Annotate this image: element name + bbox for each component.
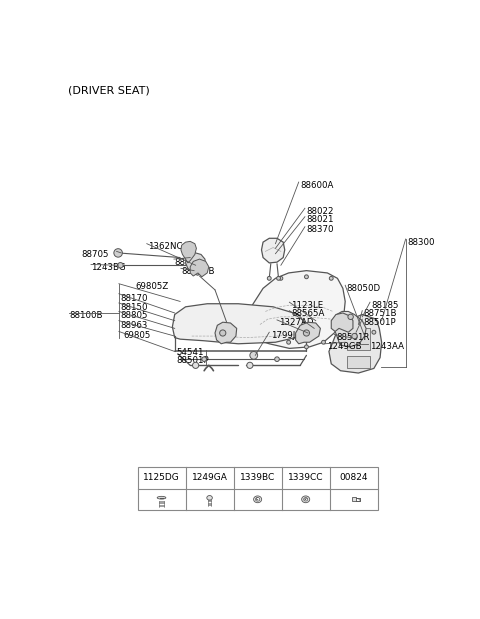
Polygon shape	[215, 322, 237, 344]
Text: 1339BC: 1339BC	[240, 474, 275, 482]
Bar	[137, 467, 378, 510]
Bar	[347, 329, 370, 350]
Text: 1123LE: 1123LE	[291, 301, 323, 310]
Polygon shape	[250, 271, 345, 348]
Bar	[352, 497, 356, 501]
Polygon shape	[181, 241, 196, 263]
Polygon shape	[331, 313, 353, 332]
Circle shape	[304, 275, 308, 279]
Text: 1327AD: 1327AD	[278, 318, 313, 327]
Circle shape	[118, 262, 123, 268]
Circle shape	[250, 352, 258, 359]
Circle shape	[275, 357, 279, 361]
Circle shape	[192, 362, 199, 368]
Text: 1799JC: 1799JC	[271, 331, 301, 340]
Text: 88300: 88300	[407, 238, 435, 246]
Circle shape	[267, 277, 271, 280]
Circle shape	[329, 277, 333, 280]
Text: 88150: 88150	[120, 303, 148, 312]
Ellipse shape	[304, 498, 308, 501]
Text: 88805: 88805	[120, 311, 148, 321]
Ellipse shape	[255, 498, 260, 501]
Text: 1243AA: 1243AA	[370, 342, 404, 351]
Text: 88185: 88185	[372, 301, 399, 310]
Ellipse shape	[207, 496, 212, 500]
Ellipse shape	[301, 496, 310, 503]
Text: 88513J: 88513J	[175, 258, 204, 267]
Text: 88705: 88705	[82, 250, 109, 259]
Text: 1243BG: 1243BG	[91, 263, 126, 272]
Text: 69805Z: 69805Z	[135, 282, 168, 291]
Ellipse shape	[157, 496, 166, 499]
Text: 54541: 54541	[176, 348, 204, 357]
Circle shape	[304, 345, 308, 348]
Polygon shape	[186, 253, 206, 275]
Circle shape	[220, 330, 226, 336]
Ellipse shape	[253, 496, 262, 503]
Circle shape	[322, 340, 325, 344]
Circle shape	[303, 330, 310, 336]
Circle shape	[287, 340, 290, 344]
Text: 88501P: 88501P	[176, 356, 209, 365]
Circle shape	[354, 317, 358, 321]
Text: 88050D: 88050D	[347, 284, 381, 293]
Text: 88751B: 88751B	[364, 309, 397, 318]
Text: 88170: 88170	[120, 294, 148, 303]
Circle shape	[279, 277, 283, 280]
Text: 1125DG: 1125DG	[143, 474, 180, 482]
Circle shape	[359, 498, 360, 500]
Circle shape	[352, 334, 357, 339]
Circle shape	[372, 331, 376, 334]
Text: 00824: 00824	[339, 474, 368, 482]
Text: 88370: 88370	[306, 225, 334, 234]
Polygon shape	[329, 314, 382, 373]
Circle shape	[276, 277, 280, 280]
Circle shape	[202, 357, 206, 361]
Polygon shape	[190, 259, 209, 277]
Text: 88600A: 88600A	[300, 181, 334, 189]
Circle shape	[247, 362, 253, 368]
Text: 1362NC: 1362NC	[147, 242, 182, 251]
Text: 88963: 88963	[120, 321, 148, 330]
Bar	[347, 356, 370, 368]
Text: 1249GB: 1249GB	[326, 342, 361, 351]
Polygon shape	[335, 311, 366, 347]
Polygon shape	[262, 238, 285, 263]
Circle shape	[348, 314, 353, 319]
Text: 88100B: 88100B	[69, 311, 103, 321]
Text: 88565A: 88565A	[291, 309, 324, 318]
Polygon shape	[172, 304, 306, 344]
Text: 88501R: 88501R	[336, 333, 370, 342]
Text: 88021: 88021	[306, 215, 334, 224]
Text: 1339CC: 1339CC	[288, 474, 324, 482]
Text: 88022: 88022	[306, 207, 334, 215]
Text: 69805: 69805	[123, 331, 151, 340]
Text: (DRIVER SEAT): (DRIVER SEAT)	[68, 85, 149, 95]
Polygon shape	[296, 322, 321, 344]
Text: 1249GA: 1249GA	[192, 474, 228, 482]
Text: 88567B: 88567B	[181, 267, 215, 276]
Circle shape	[114, 249, 122, 257]
Text: 88501P: 88501P	[364, 318, 396, 327]
